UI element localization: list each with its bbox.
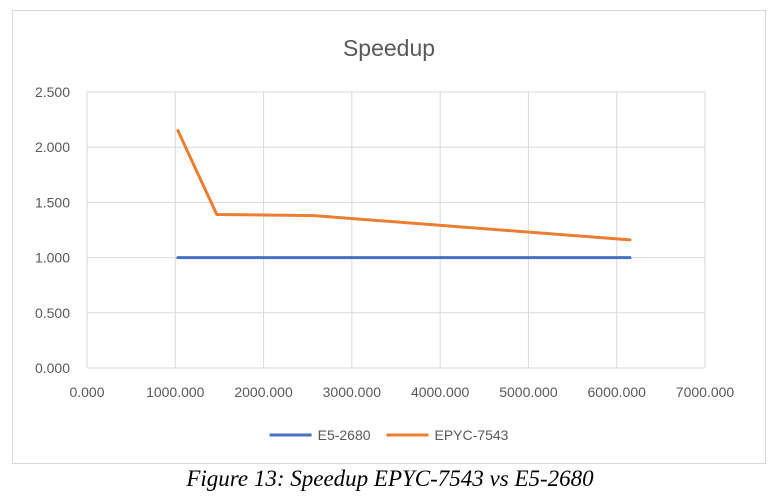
x-tick-label: 2000.000: [234, 384, 293, 400]
y-tick-label: 0.500: [35, 305, 70, 321]
series-lines: [176, 129, 632, 260]
y-tick-label: 0.000: [35, 360, 70, 376]
x-tick-label: 4000.000: [411, 384, 470, 400]
y-tick-label: 2.000: [35, 139, 70, 155]
y-tick-label: 2.500: [35, 84, 70, 100]
speedup-chart: Speedup 0.000 0.500 1.000 1.500 2.000 2.500 0…: [35, 35, 734, 443]
chart-frame: [12, 10, 766, 464]
x-tick-label: 6000.000: [588, 384, 647, 400]
figure-caption: Figure 13: Speedup EPYC-7543 vs E5-2680: [186, 466, 594, 491]
y-axis-ticks: 0.000 0.500 1.000 1.500 2.000 2.500: [35, 84, 70, 376]
chart-title: Speedup: [343, 35, 435, 61]
legend-label: E5-2680: [318, 427, 371, 443]
legend: E5-2680 EPYC-7543: [269, 427, 509, 443]
legend-item: E5-2680: [269, 427, 371, 443]
x-tick-label: 1000.000: [146, 384, 205, 400]
x-axis-ticks: 0.000 1000.000 2000.000 3000.000 4000.000 500…: [69, 384, 734, 400]
y-tick-label: 1.000: [35, 250, 70, 266]
x-tick-label: 5000.000: [499, 384, 558, 400]
series-line-epyc-7543: [176, 129, 632, 242]
x-tick-label: 7000.000: [676, 384, 735, 400]
y-tick-label: 1.500: [35, 194, 70, 210]
legend-item: EPYC-7543: [386, 427, 509, 443]
x-tick-label: 3000.000: [323, 384, 382, 400]
grid-lines: [86, 91, 706, 369]
x-tick-label: 0.000: [69, 384, 104, 400]
legend-label: EPYC-7543: [435, 427, 509, 443]
